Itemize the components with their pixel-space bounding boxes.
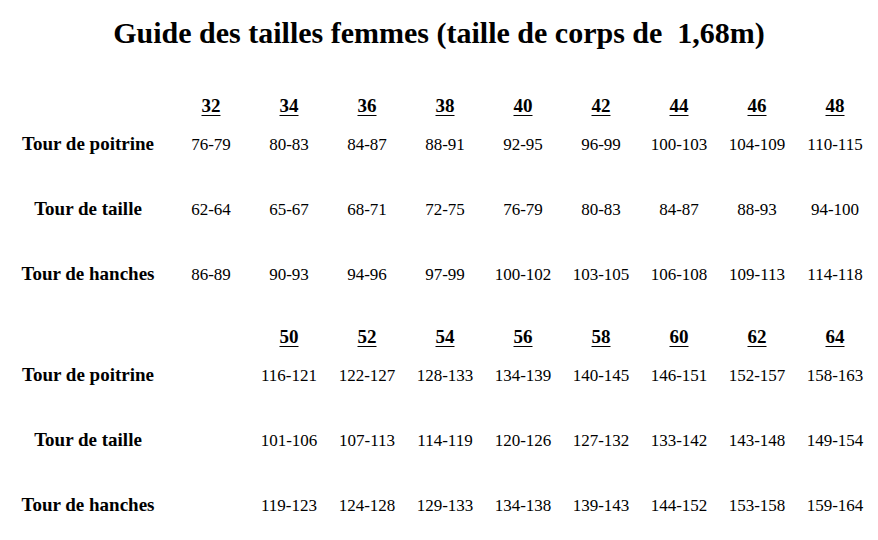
measurement-cell: 146-151 bbox=[640, 355, 718, 420]
measurement-cell: 84-87 bbox=[328, 124, 406, 189]
measurement-cell: 119-123 bbox=[250, 485, 328, 540]
measurement-cell: 109-113 bbox=[718, 254, 796, 319]
measurement-cell: 139-143 bbox=[562, 485, 640, 540]
measurement-cell: 120-126 bbox=[484, 420, 562, 485]
measurement-cell: 94-100 bbox=[796, 189, 874, 254]
measurement-cell: 72-75 bbox=[406, 189, 484, 254]
measurement-cell: 65-67 bbox=[250, 189, 328, 254]
measurement-cell: 68-71 bbox=[328, 189, 406, 254]
measurement-cell: 149-154 bbox=[796, 420, 874, 485]
measurement-cell: 76-79 bbox=[484, 189, 562, 254]
measurement-cell: 92-95 bbox=[484, 124, 562, 189]
measurement-cell: 128-133 bbox=[406, 355, 484, 420]
measurement-cell: 159-164 bbox=[796, 485, 874, 540]
measurement-cell: 114-118 bbox=[796, 254, 874, 319]
row-label-hips: Tour de hanches bbox=[4, 254, 172, 319]
table-row: Tour de hanches 119-123 124-128 129-133 … bbox=[4, 485, 874, 540]
size-guide-page: Guide des tailles femmes (taille de corp… bbox=[0, 0, 878, 540]
header-spacer bbox=[4, 319, 172, 355]
measurement-cell: 106-108 bbox=[640, 254, 718, 319]
table-row: Tour de poitrine 116-121 122-127 128-133… bbox=[4, 355, 874, 420]
measurement-cell: 100-103 bbox=[640, 124, 718, 189]
measurement-cell: 110-115 bbox=[796, 124, 874, 189]
measurement-cell: 90-93 bbox=[250, 254, 328, 319]
row-label-waist: Tour de taille bbox=[4, 189, 172, 254]
size-header-cell: 48 bbox=[796, 88, 874, 124]
size-header-cell: 46 bbox=[718, 88, 796, 124]
row-label-bust: Tour de poitrine bbox=[4, 124, 172, 189]
size-header-cell: 32 bbox=[172, 88, 250, 124]
measurement-cell: 80-83 bbox=[562, 189, 640, 254]
size-header-cell: 36 bbox=[328, 88, 406, 124]
measurement-cell: 158-163 bbox=[796, 355, 874, 420]
measurement-cell bbox=[172, 355, 250, 420]
size-header-cell: 38 bbox=[406, 88, 484, 124]
measurement-cell: 100-102 bbox=[484, 254, 562, 319]
size-header-cell: 58 bbox=[562, 319, 640, 355]
size-header-cell: 42 bbox=[562, 88, 640, 124]
row-label-waist: Tour de taille bbox=[4, 420, 172, 485]
size-table-50-64: 50 52 54 56 58 60 62 64 Tour de poitrine… bbox=[4, 319, 874, 540]
header-spacer bbox=[4, 88, 172, 124]
table-row: Tour de taille 62-64 65-67 68-71 72-75 7… bbox=[4, 189, 874, 254]
measurement-cell bbox=[172, 420, 250, 485]
row-label-hips: Tour de hanches bbox=[4, 485, 172, 540]
size-header-cell: 44 bbox=[640, 88, 718, 124]
measurement-cell: 84-87 bbox=[640, 189, 718, 254]
measurement-cell: 143-148 bbox=[718, 420, 796, 485]
measurement-cell: 114-119 bbox=[406, 420, 484, 485]
measurement-cell: 80-83 bbox=[250, 124, 328, 189]
measurement-cell: 104-109 bbox=[718, 124, 796, 189]
measurement-cell: 134-139 bbox=[484, 355, 562, 420]
size-header-row: 50 52 54 56 58 60 62 64 bbox=[4, 319, 874, 355]
page-title: Guide des tailles femmes (taille de corp… bbox=[0, 0, 878, 52]
size-header-cell: 64 bbox=[796, 319, 874, 355]
measurement-cell: 129-133 bbox=[406, 485, 484, 540]
size-header-cell bbox=[172, 319, 250, 355]
row-label-bust: Tour de poitrine bbox=[4, 355, 172, 420]
table-row: Tour de hanches 86-89 90-93 94-96 97-99 … bbox=[4, 254, 874, 319]
measurement-cell: 88-93 bbox=[718, 189, 796, 254]
size-header-cell: 34 bbox=[250, 88, 328, 124]
measurement-cell: 144-152 bbox=[640, 485, 718, 540]
measurement-cell: 133-142 bbox=[640, 420, 718, 485]
measurement-cell: 124-128 bbox=[328, 485, 406, 540]
measurement-cell: 122-127 bbox=[328, 355, 406, 420]
size-header-cell: 62 bbox=[718, 319, 796, 355]
size-table-32-48: 32 34 36 38 40 42 44 46 48 Tour de poitr… bbox=[4, 88, 874, 319]
measurement-cell: 94-96 bbox=[328, 254, 406, 319]
table-row: Tour de poitrine 76-79 80-83 84-87 88-91… bbox=[4, 124, 874, 189]
measurement-cell: 153-158 bbox=[718, 485, 796, 540]
measurement-cell: 97-99 bbox=[406, 254, 484, 319]
measurement-cell: 127-132 bbox=[562, 420, 640, 485]
measurement-cell: 86-89 bbox=[172, 254, 250, 319]
measurement-cell: 62-64 bbox=[172, 189, 250, 254]
measurement-cell: 103-105 bbox=[562, 254, 640, 319]
measurement-cell: 152-157 bbox=[718, 355, 796, 420]
measurement-cell: 88-91 bbox=[406, 124, 484, 189]
size-header-cell: 50 bbox=[250, 319, 328, 355]
table-row: Tour de taille 101-106 107-113 114-119 1… bbox=[4, 420, 874, 485]
size-header-cell: 56 bbox=[484, 319, 562, 355]
measurement-cell: 134-138 bbox=[484, 485, 562, 540]
measurement-cell bbox=[172, 485, 250, 540]
measurement-cell: 101-106 bbox=[250, 420, 328, 485]
size-header-row: 32 34 36 38 40 42 44 46 48 bbox=[4, 88, 874, 124]
measurement-cell: 107-113 bbox=[328, 420, 406, 485]
size-header-cell: 40 bbox=[484, 88, 562, 124]
size-header-cell: 52 bbox=[328, 319, 406, 355]
measurement-cell: 140-145 bbox=[562, 355, 640, 420]
size-header-cell: 60 bbox=[640, 319, 718, 355]
measurement-cell: 96-99 bbox=[562, 124, 640, 189]
measurement-cell: 76-79 bbox=[172, 124, 250, 189]
size-header-cell: 54 bbox=[406, 319, 484, 355]
measurement-cell: 116-121 bbox=[250, 355, 328, 420]
